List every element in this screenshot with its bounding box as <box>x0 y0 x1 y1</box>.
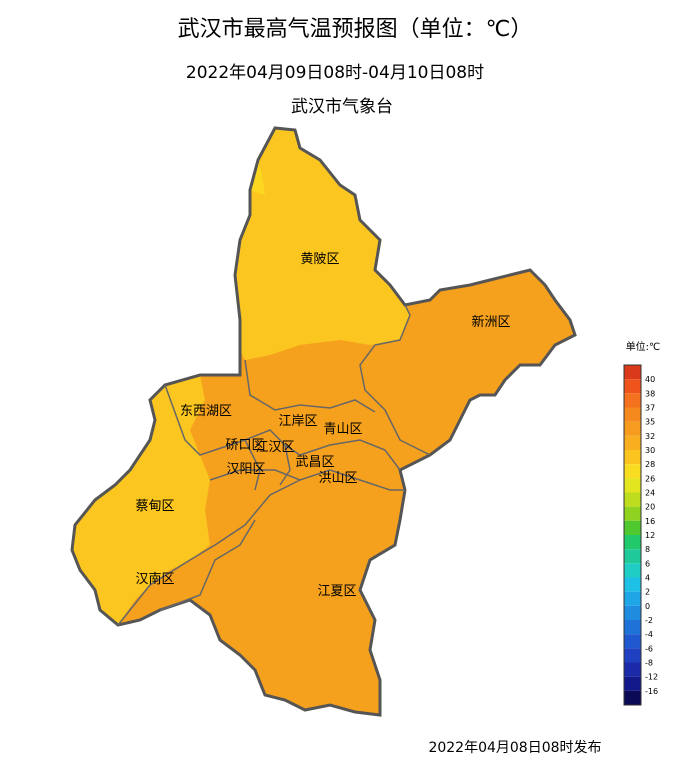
district-label: 江汉区 <box>255 440 294 455</box>
district-label: 蔡甸区 <box>135 499 174 514</box>
legend-swatch <box>624 520 641 535</box>
legend-label: 16 <box>645 517 655 526</box>
district-label: 江夏区 <box>317 584 356 599</box>
legend-swatch <box>624 365 641 380</box>
legend-swatch <box>624 577 641 592</box>
legend-swatch <box>624 478 641 493</box>
district-label: 青山区 <box>323 422 362 437</box>
district-label: 黄陂区 <box>300 251 339 267</box>
legend-swatch <box>624 690 641 705</box>
district-label: 武昌区 <box>295 455 334 470</box>
district-label: 硚口区 <box>225 438 264 453</box>
legend-label: -6 <box>645 644 653 653</box>
legend-label: 30 <box>645 446 655 455</box>
legend-label: 12 <box>645 531 655 540</box>
legend-swatch <box>624 506 641 521</box>
legend-swatch <box>624 464 641 479</box>
legend-swatch <box>624 634 641 649</box>
district-label: 汉阳区 <box>226 462 265 477</box>
legend-label: 37 <box>645 404 655 413</box>
legend-label: 35 <box>645 418 655 427</box>
legend-title: 单位:℃ <box>626 340 661 353</box>
legend-label: 28 <box>645 460 655 469</box>
legend-label: -8 <box>645 659 653 668</box>
legend-label: 32 <box>645 432 655 441</box>
legend-swatch <box>624 407 641 422</box>
legend-swatch <box>624 535 641 550</box>
legend-label: 26 <box>645 474 655 483</box>
district-label: 新洲区 <box>471 314 510 330</box>
legend-swatch <box>624 620 641 635</box>
legend-label: 4 <box>645 574 650 583</box>
legend-label: 8 <box>645 545 650 554</box>
district-label: 东西湖区 <box>180 404 232 419</box>
legend-label: -2 <box>645 616 653 625</box>
legend-swatch <box>624 563 641 578</box>
legend-label: 40 <box>645 375 655 384</box>
legend-label: 6 <box>645 559 650 568</box>
legend-label: 20 <box>645 503 655 512</box>
legend-swatch <box>624 676 641 691</box>
legend-swatch <box>624 435 641 450</box>
district-label: 汉南区 <box>135 571 174 587</box>
legend-label: 24 <box>645 489 655 498</box>
legend-swatch <box>624 591 641 606</box>
legend-swatch <box>624 492 641 507</box>
legend-label: -12 <box>645 673 658 682</box>
legend-swatch <box>624 421 641 436</box>
legend-label: -16 <box>645 687 658 696</box>
legend-label: 38 <box>645 389 655 398</box>
title: 武汉市最高气温预报图（单位：℃） <box>178 17 533 42</box>
map-shape <box>70 126 577 717</box>
district-label: 洪山区 <box>318 471 357 486</box>
legend-swatch <box>624 549 641 564</box>
subtitle: 2022年04月09日08时-04月10日08时 <box>186 63 484 83</box>
legend-frame <box>623 364 642 706</box>
issuer: 武汉市气象台 <box>291 97 393 117</box>
footer: 2022年04月08日08时发布 <box>428 740 601 756</box>
legend-swatch <box>624 379 641 394</box>
legend-swatch <box>624 450 641 465</box>
legend-swatch <box>624 648 641 663</box>
legend-swatch <box>624 393 641 408</box>
legend-swatch <box>624 662 641 677</box>
legend-swatch <box>624 605 641 620</box>
legend-label: 2 <box>645 588 650 597</box>
district-label: 江岸区 <box>278 414 317 429</box>
legend-label: -4 <box>645 630 653 639</box>
legend-label: 0 <box>645 602 650 611</box>
